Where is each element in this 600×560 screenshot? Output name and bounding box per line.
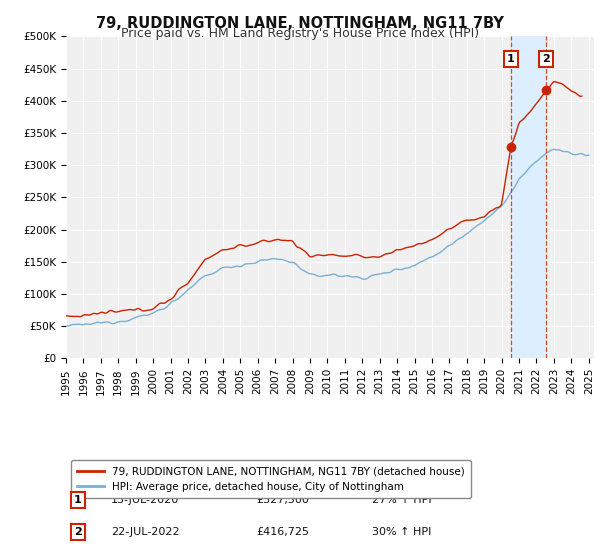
Text: £327,500: £327,500 bbox=[256, 495, 309, 505]
Text: Price paid vs. HM Land Registry's House Price Index (HPI): Price paid vs. HM Land Registry's House … bbox=[121, 27, 479, 40]
Text: 1: 1 bbox=[74, 495, 82, 505]
Text: 2: 2 bbox=[542, 54, 550, 64]
Text: 13-JUL-2020: 13-JUL-2020 bbox=[111, 495, 179, 505]
Text: 30% ↑ HPI: 30% ↑ HPI bbox=[372, 528, 431, 537]
Text: 22-JUL-2022: 22-JUL-2022 bbox=[111, 528, 179, 537]
Text: £416,725: £416,725 bbox=[256, 528, 309, 537]
Text: 2: 2 bbox=[74, 528, 82, 537]
Text: 1: 1 bbox=[507, 54, 515, 64]
Text: 79, RUDDINGTON LANE, NOTTINGHAM, NG11 7BY: 79, RUDDINGTON LANE, NOTTINGHAM, NG11 7B… bbox=[96, 16, 504, 31]
Legend: 79, RUDDINGTON LANE, NOTTINGHAM, NG11 7BY (detached house), HPI: Average price, : 79, RUDDINGTON LANE, NOTTINGHAM, NG11 7B… bbox=[71, 460, 471, 498]
Bar bbox=[511, 36, 546, 358]
Text: 27% ↑ HPI: 27% ↑ HPI bbox=[372, 495, 432, 505]
